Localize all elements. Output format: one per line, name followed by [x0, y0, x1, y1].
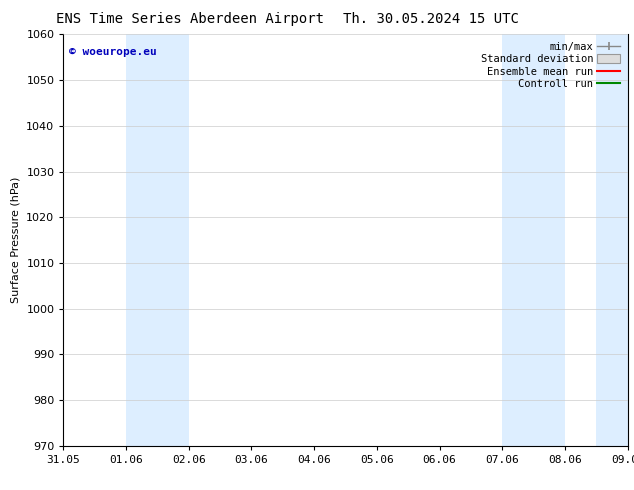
Legend: min/max, Standard deviation, Ensemble mean run, Controll run: min/max, Standard deviation, Ensemble me… — [479, 40, 623, 92]
Text: ENS Time Series Aberdeen Airport: ENS Time Series Aberdeen Airport — [56, 12, 324, 26]
Text: © woeurope.eu: © woeurope.eu — [69, 47, 157, 57]
Bar — [126, 34, 189, 446]
Bar — [502, 34, 565, 446]
Text: Th. 30.05.2024 15 UTC: Th. 30.05.2024 15 UTC — [343, 12, 519, 26]
Y-axis label: Surface Pressure (hPa): Surface Pressure (hPa) — [11, 177, 21, 303]
Bar — [597, 34, 628, 446]
